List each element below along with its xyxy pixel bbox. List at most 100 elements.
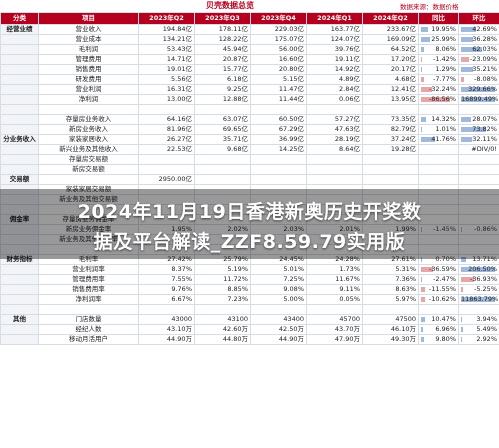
value-cell: 14.71亿 <box>138 54 195 65</box>
value-cell: 17.20亿 <box>362 54 419 65</box>
data-bar <box>421 327 424 332</box>
qoq-cell: #DIV/0! <box>458 144 499 155</box>
value-cell: 43.70万 <box>306 324 363 335</box>
value-cell <box>306 164 363 175</box>
cell-value: #DIV/0! <box>471 145 497 154</box>
category-cell: 经营业绩 <box>0 24 39 35</box>
yoy-cell: -7.77% <box>418 74 459 85</box>
cell-value: -32.24% <box>428 85 456 94</box>
data-bar <box>421 47 424 52</box>
category-cell <box>0 284 39 295</box>
data-bar <box>421 27 428 32</box>
value-cell: 0.05% <box>306 294 363 305</box>
qoq-cell: 11863.79% <box>458 294 499 305</box>
yoy-cell: 9.80% <box>418 334 459 345</box>
value-cell: 53.43亿 <box>138 44 195 55</box>
qoq-cell: 32.11% <box>458 134 499 145</box>
qoq-cell <box>458 304 499 315</box>
table-row: 分业务收入 家装家居收入 26.27亿 35.71亿 36.99亿 28.19亿 37.24… <box>0 134 499 145</box>
value-cell: 44.80万 <box>194 334 251 345</box>
table-row: 经纪人数 43.10万 42.60万 42.50万 43.70万 46.10万 6.96% 5… <box>0 324 499 335</box>
value-cell <box>250 174 307 185</box>
qoq-cell: 329.66% <box>458 84 499 95</box>
qoq-cell: 206.50% <box>458 264 499 275</box>
yoy-cell <box>418 104 459 115</box>
qoq-cell <box>458 164 499 175</box>
yoy-cell: -2.47% <box>418 274 459 285</box>
value-cell: 19.01亿 <box>138 64 195 75</box>
value-cell: 45.94亿 <box>194 44 251 55</box>
data-bar <box>461 37 474 42</box>
data-bar <box>461 117 471 122</box>
cell-value: 41.76% <box>431 135 456 144</box>
value-cell <box>306 104 363 115</box>
value-cell: 8.37% <box>138 264 195 275</box>
cell-value: 1.01% <box>435 125 456 134</box>
category-cell <box>0 54 39 65</box>
value-cell: 134.21亿 <box>138 34 195 45</box>
value-cell <box>250 154 307 165</box>
value-cell <box>194 304 251 315</box>
item-cell: 营业收入 <box>38 24 139 35</box>
value-cell <box>250 304 307 315</box>
category-cell <box>0 94 39 105</box>
value-cell: 28.19亿 <box>306 134 363 145</box>
watermark-banner: 2024年11月19日香港新奥历史开奖数 据及平台解读_ZZF8.59.79实用… <box>0 189 499 259</box>
item-cell: 家装家居收入 <box>38 134 139 145</box>
value-cell: 11.44亿 <box>250 94 307 105</box>
value-cell <box>250 164 307 175</box>
item-cell: 经纪人数 <box>38 324 139 335</box>
cell-value: 9.80% <box>435 335 456 344</box>
cell-value: 8.06% <box>435 45 456 54</box>
yoy-cell: -36.59% <box>418 264 459 275</box>
data-bar <box>461 277 474 282</box>
value-cell: 124.07亿 <box>306 34 363 45</box>
cell-value: 5.49% <box>476 325 497 334</box>
data-bar <box>461 137 472 142</box>
value-cell: 4.68亿 <box>362 74 419 85</box>
value-cell: 60.50亿 <box>250 114 307 125</box>
category-cell: 其他 <box>0 314 39 325</box>
table-row: 研发费用 5.56亿 6.18亿 5.15亿 4.89亿 4.68亿 -7.77% -8.08… <box>0 74 499 85</box>
item-cell: 净利润 <box>38 94 139 105</box>
value-cell <box>138 164 195 175</box>
qoq-cell: -36.93% <box>458 274 499 285</box>
cell-value: 19.95% <box>431 25 456 34</box>
data-bar <box>421 267 434 272</box>
value-cell: 5.01% <box>250 264 307 275</box>
value-cell: 36.99亿 <box>250 134 307 145</box>
yoy-cell: 1.29% <box>418 64 459 75</box>
item-cell: 毛利润 <box>38 44 139 55</box>
value-cell <box>362 154 419 165</box>
column-header: 2023年Q4 <box>250 12 307 25</box>
yoy-cell: -32.24% <box>418 84 459 95</box>
yoy-cell: 25.99% <box>418 34 459 45</box>
data-bar <box>421 137 436 142</box>
cell-value: -1.45% <box>433 225 456 234</box>
value-cell: 69.65亿 <box>194 124 251 135</box>
column-header: 环比 <box>458 12 499 25</box>
value-cell: 56.00亿 <box>250 44 307 55</box>
value-cell: 163.77亿 <box>306 24 363 35</box>
category-cell <box>0 304 39 315</box>
table-row: 营业利润率 8.37% 5.19% 5.01% 1.73% 5.31% -36.59% 206… <box>0 264 499 275</box>
value-cell: 64.52亿 <box>362 44 419 55</box>
value-cell: 9.25亿 <box>194 84 251 95</box>
table-row: 净利润 13.00亿 12.88亿 11.44亿 0.06亿 13.95亿 -86.56% 1… <box>0 94 499 105</box>
value-cell: 44.90万 <box>138 334 195 345</box>
category-cell <box>0 34 39 45</box>
table-row: 管理费用 14.71亿 20.87亿 16.60亿 19.11亿 17.20亿 -1.42%… <box>0 54 499 65</box>
column-header: 项目 <box>38 12 139 25</box>
yoy-cell: 6.96% <box>418 324 459 335</box>
yoy-cell: 8.06% <box>418 44 459 55</box>
value-cell <box>138 104 195 115</box>
value-cell <box>138 304 195 315</box>
value-cell: 43400 <box>250 314 307 325</box>
cell-value: 0.70% <box>435 255 456 264</box>
cell-value: -7.77% <box>433 75 456 84</box>
value-cell: 8.64亿 <box>306 144 363 155</box>
value-cell <box>306 304 363 315</box>
data-bar <box>421 97 451 102</box>
category-cell <box>0 74 39 85</box>
value-cell <box>194 164 251 175</box>
